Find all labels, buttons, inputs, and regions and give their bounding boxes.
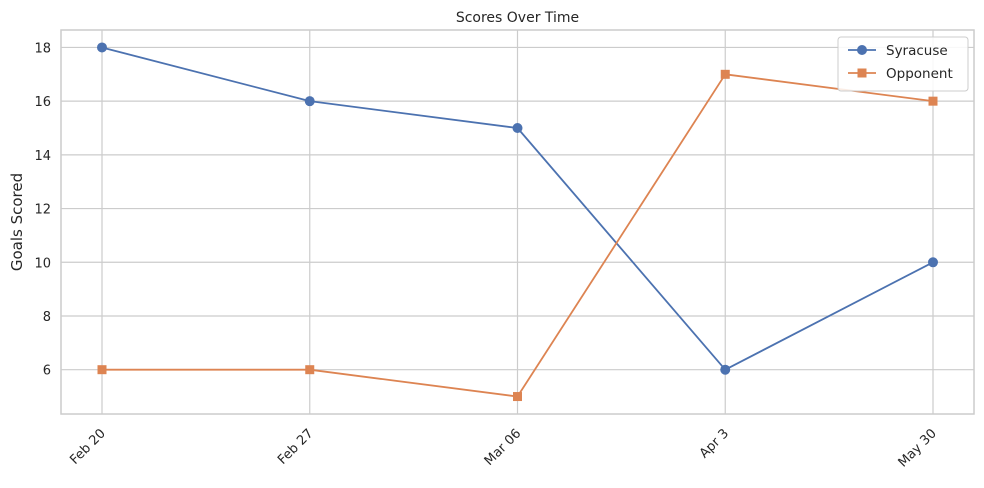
x-tick-label: Feb 27: [275, 426, 317, 468]
x-tick-label: May 30: [896, 426, 940, 470]
x-tick-label: Apr 3: [697, 426, 732, 461]
y-tick-label: 16: [34, 95, 51, 110]
legend-item: Opponent: [848, 66, 953, 82]
series-layer: [97, 42, 938, 402]
data-point-circle: [97, 42, 107, 53]
y-tick-label: 10: [34, 256, 51, 271]
legend: Syracuse Opponent: [837, 36, 969, 92]
grid-lines: [61, 30, 974, 414]
data-point-circle: [304, 96, 315, 107]
y-tick-label: 14: [34, 149, 51, 164]
y-tick-label: 18: [34, 41, 51, 56]
y-tick-label: 6: [43, 364, 51, 379]
legend-item: Syracuse: [848, 43, 948, 59]
data-point-square: [928, 96, 938, 106]
legend-label: Opponent: [886, 66, 953, 82]
data-point-square: [305, 365, 315, 375]
data-point-circle: [720, 364, 731, 375]
data-point-circle: [928, 257, 938, 268]
x-tick-label: Feb 20: [67, 426, 109, 468]
legend-marker-square: [857, 68, 867, 78]
y-tick-label: 8: [43, 310, 51, 325]
plot-frame: [60, 29, 975, 415]
y-axis-label: Goals Scored: [8, 173, 26, 271]
data-point-square: [513, 392, 522, 402]
data-point-circle: [512, 123, 523, 134]
legend-label: Syracuse: [886, 43, 948, 59]
chart-title: Scores Over Time: [456, 10, 579, 26]
series-opponent: [97, 69, 938, 402]
data-point-square: [720, 69, 730, 79]
x-tick-label: Mar 06: [482, 426, 525, 469]
legend-marker-circle: [857, 45, 867, 55]
y-tick-label: 12: [34, 203, 51, 218]
series-syracuse: [97, 42, 938, 375]
data-point-square: [97, 365, 107, 375]
